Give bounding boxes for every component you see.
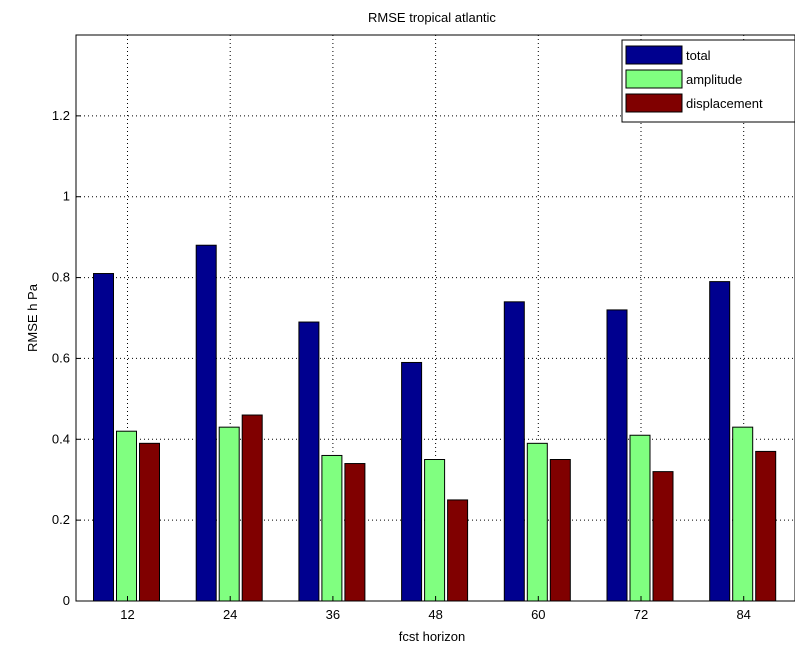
legend-label-amplitude: amplitude (686, 72, 742, 87)
bar-total-12 (93, 273, 114, 602)
bar-amplitude-48 (424, 459, 446, 602)
bar-amplitude-24 (218, 426, 240, 602)
chart-title: RMSE tropical atlantic (368, 10, 496, 25)
bar-amplitude-84 (732, 426, 754, 602)
bar-displacement-12 (139, 442, 160, 602)
bar-amplitude-12 (116, 430, 137, 602)
y-tick-label: 0.6 (52, 350, 70, 365)
x-tick-label: 84 (736, 607, 750, 622)
x-tick-label: 48 (428, 607, 442, 622)
legend-swatch-total (625, 45, 683, 65)
bar-total-60 (503, 301, 525, 602)
bars (93, 244, 777, 602)
x-tick-label: 12 (120, 607, 134, 622)
y-tick-label: 1 (63, 189, 70, 204)
bar-total-24 (195, 244, 217, 602)
bar-displacement-72 (652, 471, 674, 602)
bar-total-48 (401, 361, 423, 602)
y-tick-label: 1.2 (52, 108, 70, 123)
bar-displacement-60 (549, 459, 571, 602)
legend-swatch-displacement (625, 93, 683, 113)
bar-displacement-36 (344, 463, 366, 602)
bar-total-84 (709, 281, 731, 602)
x-tick-label: 24 (223, 607, 237, 622)
bar-total-72 (606, 309, 628, 602)
y-tick-label: 0.4 (52, 431, 70, 446)
x-axis-label: fcst horizon (399, 629, 465, 644)
y-tick-label: 0.8 (52, 270, 70, 285)
x-tick-label: 60 (531, 607, 545, 622)
legend-label-total: total (686, 48, 711, 63)
y-axis-label: RMSE h Pa (25, 283, 40, 352)
x-tick-label: 36 (326, 607, 340, 622)
bar-displacement-48 (447, 499, 469, 602)
y-tick-label: 0 (63, 593, 70, 608)
y-tick-label: 0.2 (52, 512, 70, 527)
bar-displacement-24 (241, 414, 263, 602)
bar-amplitude-72 (629, 434, 651, 602)
axis-ticks: 0 0.2 0.4 0.6 0.8 1 1.2 12 24 36 48 60 72 84 (52, 108, 751, 622)
legend-label-displacement: displacement (686, 96, 763, 111)
legend-swatch-amplitude (625, 69, 683, 89)
bar-amplitude-36 (321, 454, 343, 602)
legend: total amplitude displacement (621, 39, 795, 123)
bar-amplitude-60 (526, 442, 548, 602)
x-tick-label: 72 (634, 607, 648, 622)
bar-total-36 (298, 321, 320, 602)
bar-displacement-84 (755, 450, 777, 602)
